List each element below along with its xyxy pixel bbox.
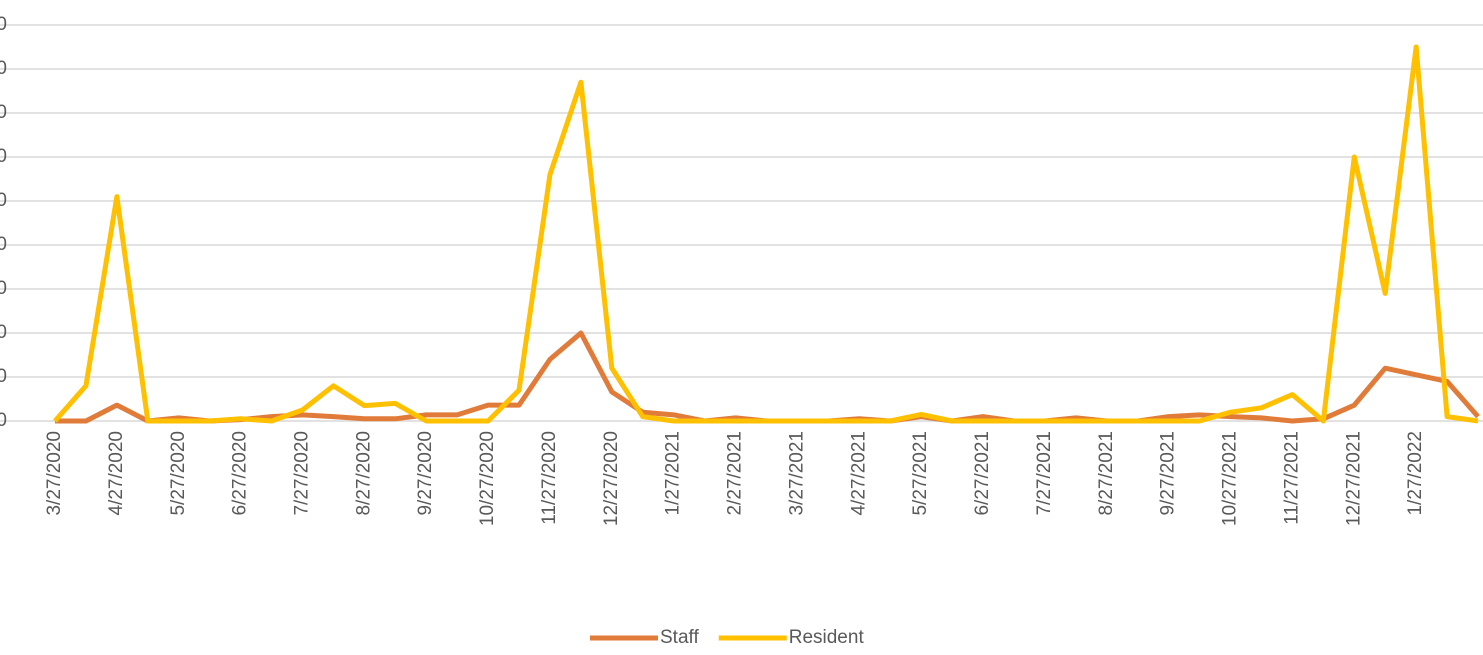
x-tick-label: 2/27/2021 bbox=[725, 431, 746, 516]
x-tick-label: 1/27/2021 bbox=[663, 431, 684, 516]
x-tick-label: 7/27/2021 bbox=[1034, 431, 1055, 516]
x-tick-label: 9/27/2020 bbox=[415, 431, 436, 516]
y-tick-label: 90 bbox=[0, 14, 7, 35]
x-tick-label: 9/27/2021 bbox=[1158, 431, 1179, 516]
y-tick-label: 40 bbox=[0, 234, 7, 255]
x-tick-label: 10/27/2021 bbox=[1220, 431, 1241, 526]
x-tick-label: 1/27/2022 bbox=[1405, 431, 1426, 516]
y-tick-label: 50 bbox=[0, 190, 7, 211]
y-tick-label: 20 bbox=[0, 322, 7, 343]
x-tick-label: 6/27/2021 bbox=[972, 431, 993, 516]
x-tick-label: 3/27/2021 bbox=[786, 431, 807, 516]
y-tick-label: 0 bbox=[0, 410, 7, 431]
y-tick-label: 70 bbox=[0, 102, 7, 123]
x-tick-label: 11/27/2020 bbox=[539, 431, 560, 525]
x-tick-label: 4/27/2021 bbox=[848, 431, 869, 516]
x-tick-label: 12/27/2021 bbox=[1343, 431, 1364, 526]
x-tick-label: 4/27/2020 bbox=[106, 431, 127, 516]
x-tick-label: 8/27/2020 bbox=[353, 431, 374, 516]
legend-label: Staff bbox=[660, 627, 699, 648]
series-line bbox=[53, 44, 1479, 424]
x-tick-label: 3/27/2020 bbox=[44, 431, 65, 516]
x-tick-label: 11/27/2021 bbox=[1281, 431, 1302, 525]
x-tick-label: 6/27/2020 bbox=[230, 431, 251, 516]
legend-label: Resident bbox=[789, 627, 865, 648]
x-tick-label: 8/27/2021 bbox=[1096, 431, 1117, 516]
y-tick-label: 60 bbox=[0, 146, 7, 167]
x-tick-label: 10/27/2020 bbox=[477, 431, 498, 526]
x-tick-label: 5/27/2020 bbox=[168, 431, 189, 516]
x-tick-label: 5/27/2021 bbox=[910, 431, 931, 516]
y-tick-label: 10 bbox=[0, 366, 7, 387]
x-tick-label: 7/27/2020 bbox=[291, 431, 312, 516]
y-tick-label: 80 bbox=[0, 58, 7, 79]
x-tick-label: 12/27/2020 bbox=[601, 431, 622, 526]
y-tick-label: 30 bbox=[0, 278, 7, 299]
